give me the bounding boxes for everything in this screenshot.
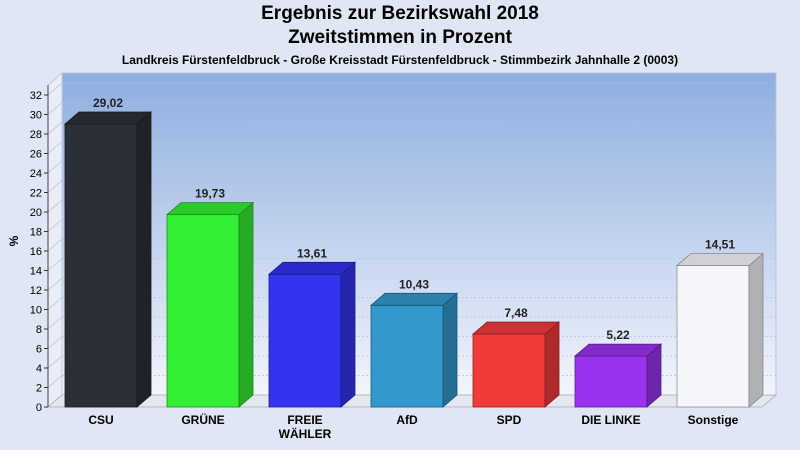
y-tick-label: 18 <box>30 227 42 239</box>
y-tick-label: 22 <box>30 188 42 200</box>
value-label: 29,02 <box>93 96 123 110</box>
value-label: 7,48 <box>504 306 528 320</box>
bar-side <box>238 201 254 408</box>
gridline-side <box>47 160 63 174</box>
bar-grüne <box>165 201 255 408</box>
gridline-side <box>47 316 63 330</box>
gridline-side <box>47 121 63 135</box>
y-tick-label: 32 <box>30 90 42 102</box>
bar-side <box>442 292 458 408</box>
gridline-side <box>47 238 63 252</box>
bar-sonstige <box>675 252 765 408</box>
gridline-side <box>47 199 63 213</box>
bar-top <box>369 292 459 306</box>
gridline-side <box>47 297 63 310</box>
bar-top <box>675 253 765 266</box>
y-tick-label: 30 <box>30 110 42 122</box>
bar-top <box>573 343 663 357</box>
chart-title: Ergebnis zur Bezirkswahl 2018 <box>261 3 539 24</box>
bar-side <box>748 252 764 408</box>
category-label: DIE LINKE <box>581 413 640 427</box>
bar-csu <box>63 111 153 408</box>
category-label: Sonstige <box>688 413 739 427</box>
value-label: 19,73 <box>195 187 225 201</box>
y-tick-label: 4 <box>36 363 42 375</box>
bar-freie-wähler <box>267 261 357 408</box>
bar-front <box>268 273 342 408</box>
plot-side-wall <box>47 71 63 409</box>
bar-front <box>370 304 444 408</box>
bar-side <box>340 261 356 408</box>
y-axis-label: % <box>7 235 21 246</box>
bar-front <box>574 355 648 408</box>
bar-front <box>166 214 240 408</box>
gridline-side <box>47 82 63 96</box>
bar-top <box>63 111 153 125</box>
bars <box>63 111 765 408</box>
y-tick-label: 8 <box>36 324 42 336</box>
y-tick-label: 10 <box>30 305 42 317</box>
y-tick-label: 26 <box>30 149 42 161</box>
category-label: GRÜNE <box>181 412 224 427</box>
gridline-side <box>47 141 63 154</box>
y-tick-label: 12 <box>30 285 42 297</box>
bar-front <box>64 123 138 408</box>
bar-top <box>165 202 255 216</box>
bar-front <box>676 265 750 408</box>
chart-description: Landkreis Fürstenfeldbruck - Große Kreis… <box>121 53 679 67</box>
value-label: 5,22 <box>606 328 630 342</box>
bar-side <box>544 321 560 408</box>
bar-afd <box>369 292 459 408</box>
bar-die-linke <box>573 343 663 408</box>
gridline-side <box>47 277 63 291</box>
value-label: 14,51 <box>705 238 735 252</box>
y-tick-label: 0 <box>36 402 42 414</box>
gridline-side <box>47 219 63 232</box>
bar-front <box>472 333 546 408</box>
gridline-side <box>47 258 63 271</box>
value-label: 10,43 <box>399 277 429 291</box>
category-label: CSU <box>88 413 113 427</box>
y-tick-label: 28 <box>30 129 42 141</box>
chart-subtitle: Zweitstimmen in Prozent <box>288 27 512 48</box>
bar-top <box>267 261 357 275</box>
gridline-side <box>47 336 63 349</box>
value-label: 13,61 <box>297 246 327 260</box>
y-tick-label: 24 <box>30 168 42 180</box>
gridline-side <box>47 180 63 193</box>
y-tick-label: 2 <box>36 383 42 395</box>
bar-top <box>471 321 561 335</box>
bar-spd <box>471 321 561 408</box>
category-label: SPD <box>497 413 522 427</box>
category-label: AfD <box>396 413 418 427</box>
category-label: FREIE <box>287 413 322 427</box>
y-tick-label: 20 <box>30 207 42 219</box>
gridline-side <box>47 375 63 388</box>
y-tick-label: 14 <box>30 266 42 278</box>
y-tick-label: 6 <box>36 344 42 356</box>
category-label: WÄHLER <box>279 426 332 441</box>
gridline-side <box>47 102 63 115</box>
bar-side <box>136 111 152 408</box>
gridline-side <box>47 355 63 369</box>
y-tick-label: 16 <box>30 246 42 258</box>
